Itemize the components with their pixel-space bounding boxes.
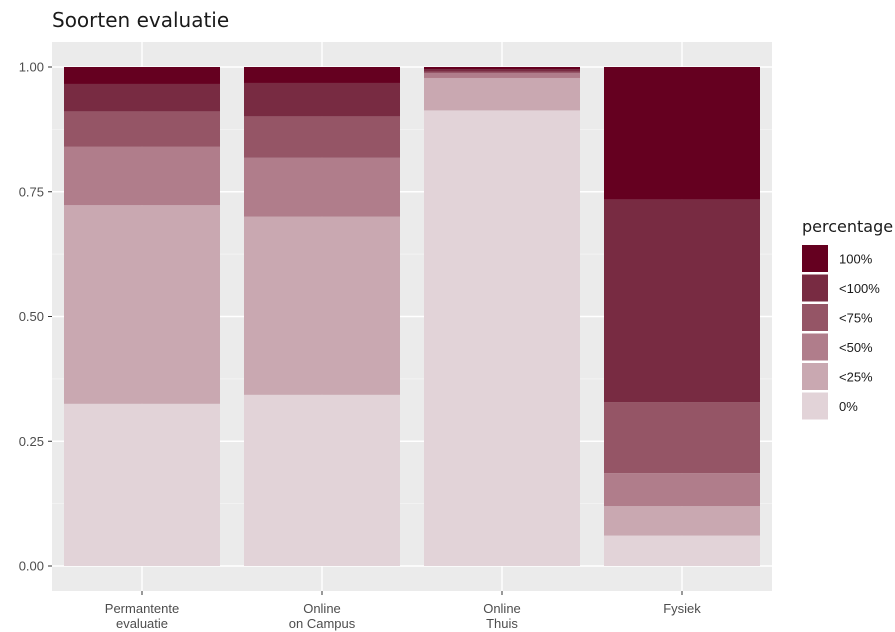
legend-swatch [802,333,828,361]
bar-segment [64,146,220,206]
legend-label: 0% [839,399,858,414]
y-tick-label: 0.75 [19,184,44,199]
bar-segment [424,110,580,567]
legend-label: 100% [839,252,873,267]
legend-swatch [802,274,828,302]
bar-segment [244,157,400,217]
legend-swatch [802,392,828,420]
legend-swatch [802,245,828,272]
bar-segment [424,68,580,72]
bar-segment [604,506,760,536]
x-tick-label: Fysiek [663,601,701,616]
bar-segment [244,216,400,395]
bar-segment [244,82,400,117]
legend-swatch [802,363,828,390]
bar-segment [64,403,220,566]
bar-segment [604,67,760,200]
bar-segment [64,83,220,112]
bar-segment [424,67,580,69]
bar-segment [604,402,760,474]
legend-label: <75% [839,311,873,326]
y-tick-label: 0.50 [19,309,44,324]
bar-segment [64,205,220,404]
y-tick-label: 0.25 [19,434,44,449]
y-tick-label: 1.00 [19,60,44,75]
bar-segment [604,199,760,403]
bar-segment [244,67,400,83]
bar-segment [604,473,760,507]
bar-segment [604,535,760,566]
bar-segment [424,72,580,78]
bar-segment [244,394,400,566]
legend-swatch [802,304,828,331]
chart-title: Soorten evaluatie [52,8,230,32]
bar-segment [424,77,580,111]
bar-segment [244,116,400,158]
x-tick-label: Online on Campus [289,601,356,631]
legend-title: percentage [802,217,894,236]
y-tick-label: 0.00 [19,559,44,574]
bar-segment [64,67,220,84]
legend-label: <50% [839,340,873,355]
x-tick-label: Permantente evaluatie [105,601,179,631]
bar-segment [64,111,220,147]
bar-segment [424,71,580,73]
legend-label: <25% [839,370,873,385]
legend-label: <100% [839,281,880,296]
x-tick-label: Online Thuis [483,601,521,631]
